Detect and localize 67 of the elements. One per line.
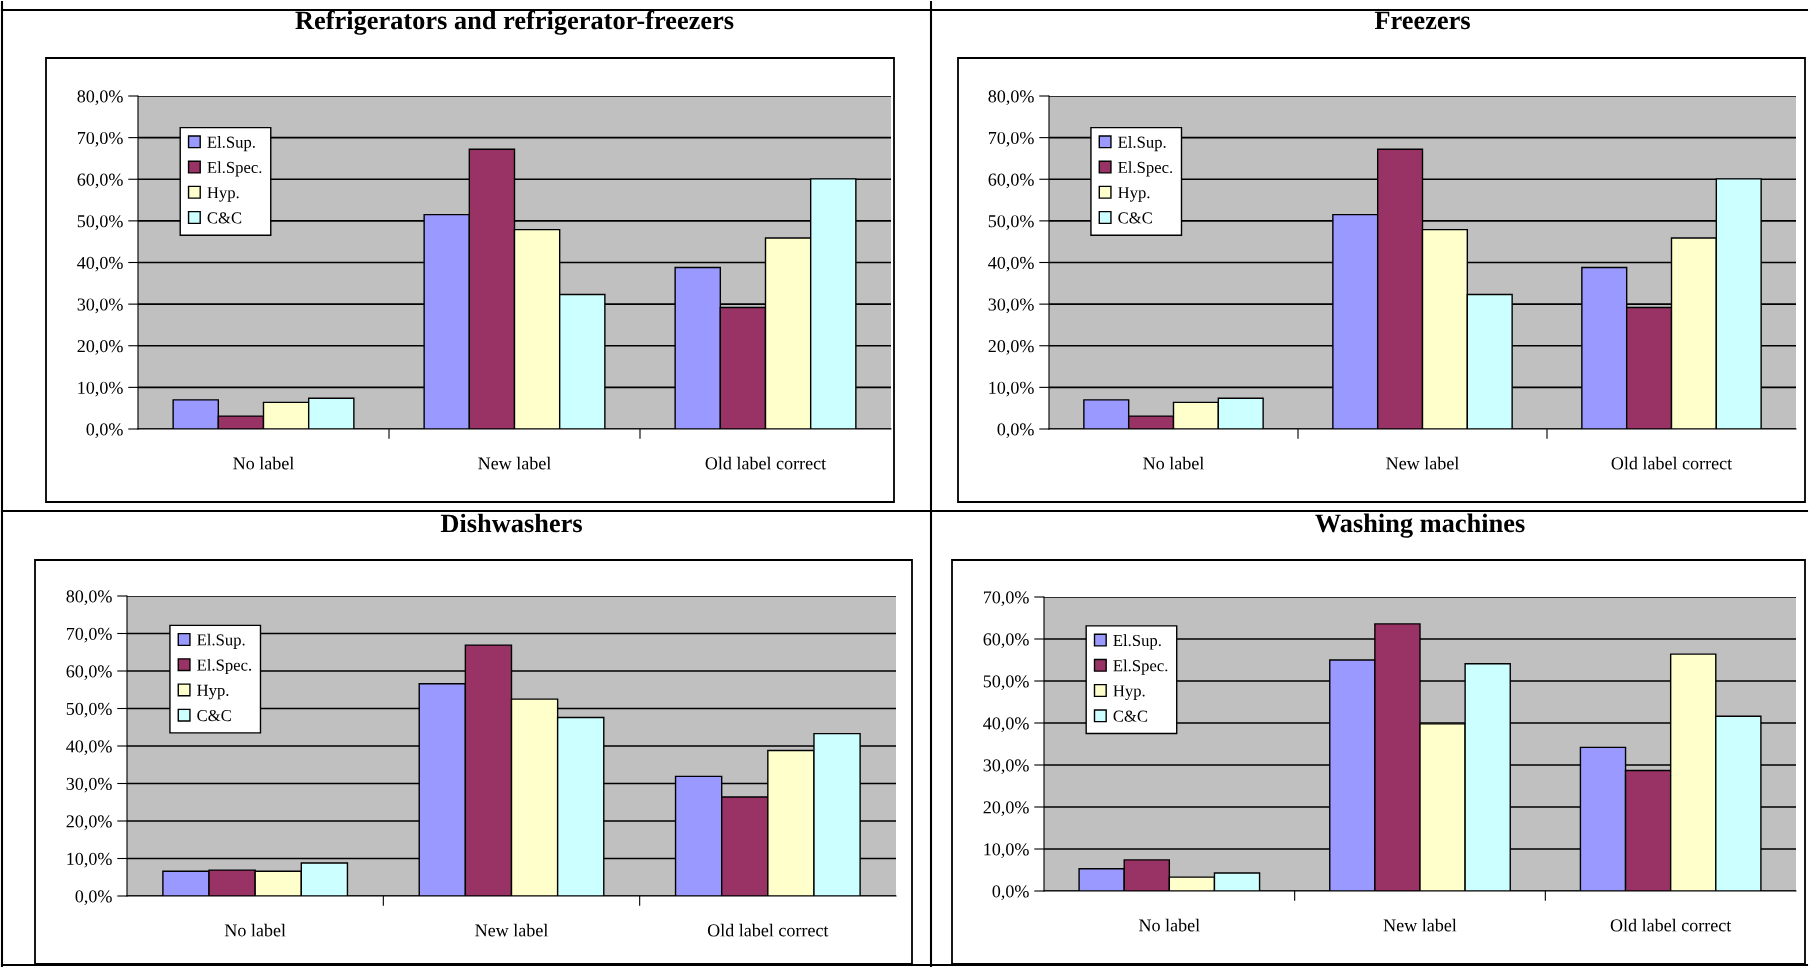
legend-label: El.Sup.: [1118, 136, 1166, 152]
y-tick-label: 0,0%: [997, 423, 1034, 439]
chart-title: Washing machines: [1315, 513, 1525, 538]
y-tick-label: 50,0%: [988, 215, 1034, 230]
y-tick-label: 50,0%: [983, 675, 1029, 691]
legend-label: Hyp.: [1118, 187, 1150, 202]
y-tick-label: 0,0%: [992, 885, 1029, 901]
y-tick-label: 0,0%: [86, 423, 123, 439]
y-tick-label: 70,0%: [988, 131, 1034, 147]
legend-label: Hyp.: [197, 684, 229, 700]
y-tick-label: 60,0%: [988, 173, 1034, 189]
y-tick-label: 50,0%: [77, 215, 123, 230]
x-tick-label: Old label correct: [1610, 918, 1732, 932]
legend-label: El.Spec.: [1113, 659, 1168, 675]
chart-title: Refrigerators and refrigerator-freezers: [295, 10, 734, 35]
y-tick-label: 20,0%: [77, 340, 123, 355]
legend-label: El.Spec.: [1118, 161, 1173, 177]
y-tick-label: 10,0%: [78, 381, 123, 397]
x-tick-label: Old label correct: [705, 456, 827, 470]
y-tick-label: 50,0%: [66, 702, 112, 718]
legend-label: El.Sup.: [207, 136, 255, 152]
y-tick-label: 30,0%: [988, 298, 1034, 314]
x-tick-label: New label: [478, 456, 551, 470]
x-tick-label: Old label correct: [707, 923, 829, 937]
y-tick-label: 80,0%: [77, 90, 123, 106]
y-tick-label: 10,0%: [989, 381, 1034, 397]
y-tick-label: 60,0%: [983, 633, 1029, 649]
y-tick-label: 40,0%: [77, 256, 123, 272]
y-tick-label: 60,0%: [66, 665, 112, 681]
chart-title: Freezers: [1374, 11, 1470, 30]
y-tick-label: 20,0%: [988, 340, 1034, 355]
y-tick-label: 30,0%: [983, 759, 1029, 775]
y-tick-label: 40,0%: [983, 717, 1029, 733]
y-tick-label: 10,0%: [984, 843, 1029, 859]
chart-title: Dishwashers: [440, 513, 582, 533]
y-tick-label: 10,0%: [67, 852, 112, 868]
x-tick-label: No label: [233, 456, 294, 470]
legend-label: C&C: [197, 709, 231, 722]
y-tick-label: 20,0%: [66, 815, 112, 831]
legend-label: El.Spec.: [197, 658, 252, 675]
legend-label: C&C: [1113, 710, 1148, 722]
x-tick-label: New label: [475, 923, 548, 937]
legend-label: Hyp.: [1113, 685, 1145, 700]
x-tick-label: New label: [1386, 456, 1459, 470]
y-tick-label: 70,0%: [77, 131, 123, 147]
y-tick-label: 0,0%: [75, 890, 112, 906]
legend-label: El.Sup.: [1113, 634, 1161, 650]
y-tick-label: 80,0%: [66, 590, 112, 606]
y-tick-label: 40,0%: [988, 256, 1034, 272]
x-tick-label: Old label correct: [1611, 456, 1733, 470]
y-tick-label: 70,0%: [983, 591, 1029, 607]
y-tick-label: 70,0%: [66, 627, 112, 643]
x-tick-label: No label: [1139, 918, 1200, 932]
legend-label: Hyp.: [207, 187, 239, 202]
y-tick-label: 20,0%: [983, 801, 1029, 817]
y-tick-label: 60,0%: [77, 173, 123, 189]
y-tick-label: 80,0%: [988, 90, 1034, 106]
y-tick-label: 30,0%: [66, 777, 112, 793]
x-tick-label: No label: [224, 923, 286, 937]
legend-label: C&C: [1118, 212, 1152, 224]
y-tick-label: 40,0%: [66, 740, 112, 756]
x-tick-label: No label: [1143, 456, 1204, 470]
legend-label: C&C: [207, 212, 242, 224]
legend-label: El.Sup.: [197, 633, 245, 649]
x-tick-label: New label: [1383, 918, 1457, 932]
legend-label: El.Spec.: [207, 161, 262, 177]
y-tick-label: 30,0%: [77, 298, 123, 314]
